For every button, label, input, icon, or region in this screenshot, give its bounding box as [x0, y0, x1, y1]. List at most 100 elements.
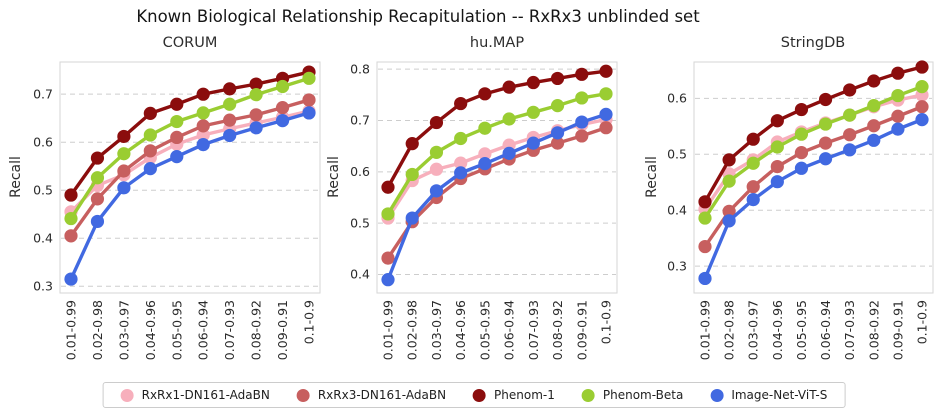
data-point-phenom-1	[891, 66, 905, 80]
data-point-phenom-beta	[405, 167, 419, 182]
data-point-image-net-vit-s	[818, 152, 833, 166]
data-point-rxrx3-dn161-adabn	[915, 100, 929, 114]
data-point-phenom-beta	[746, 156, 760, 170]
data-point-phenom-beta	[117, 147, 131, 161]
series-line-rxrx3-dn161-adabn	[703, 105, 924, 249]
data-point-phenom-beta	[170, 114, 184, 129]
data-point-image-net-vit-s	[575, 115, 589, 129]
data-point-image-net-vit-s	[429, 184, 444, 198]
panel-corum: 0.3 0.4 0.5 0.6 0.7 0.01-0.99 0.02-0.98 0.03-0.…	[33, 61, 321, 360]
data-point-phenom-beta	[794, 127, 809, 141]
data-point-image-net-vit-s	[843, 143, 857, 157]
data-point-rxrx3-dn161-adabn	[223, 113, 237, 127]
data-point-phenom-beta	[867, 99, 881, 113]
x-tick-label: 0.05-0.95	[794, 300, 809, 360]
data-point-rxrx3-dn161-adabn	[117, 164, 131, 178]
data-point-phenom-1	[170, 97, 184, 111]
data-point-phenom-beta	[275, 79, 290, 94]
series-line-phenom-1	[703, 65, 924, 204]
data-point-phenom-1	[746, 132, 760, 146]
data-point-image-net-vit-s	[502, 146, 516, 160]
series-line-rxrx3-dn161-adabn	[69, 98, 311, 238]
data-point-image-net-vit-s	[143, 162, 157, 176]
data-point-phenom-beta	[502, 112, 516, 126]
data-point-phenom-1	[770, 114, 784, 128]
data-point-rxrx3-dn161-adabn	[818, 136, 833, 150]
data-point-rxrx3-dn161-adabn	[275, 101, 290, 115]
x-tick-label: 0.1-0.9	[599, 300, 614, 344]
data-point-rxrx3-dn161-adabn	[794, 146, 809, 160]
data-point-phenom-beta	[196, 106, 210, 120]
legend-item-phenom-beta: Phenom-Beta	[581, 388, 683, 402]
plot-border	[376, 61, 618, 294]
data-point-phenom-beta	[429, 145, 444, 159]
y-tick-label: 0.4	[350, 267, 370, 282]
legend-label: Phenom-1	[494, 388, 555, 402]
data-point-phenom-beta	[302, 71, 316, 85]
x-tick-label: 0.07-0.93	[222, 300, 237, 360]
data-point-image-net-vit-s	[526, 136, 540, 150]
data-point-image-net-vit-s	[64, 272, 78, 286]
figure-title: Known Biological Relationship Recapitula…	[136, 7, 700, 26]
y-tick-label: 0.3	[33, 278, 53, 293]
series-line-image-net-vit-s	[69, 111, 311, 281]
data-point-phenom-beta	[818, 117, 833, 131]
data-point-phenom-1	[143, 106, 157, 120]
data-point-image-net-vit-s	[454, 166, 468, 180]
data-point-phenom-beta	[223, 97, 237, 111]
data-point-phenom-1	[223, 82, 237, 96]
data-point-image-net-vit-s	[249, 121, 263, 135]
data-point-image-net-vit-s	[550, 126, 565, 140]
y-tick-label: 0.4	[33, 230, 53, 245]
data-point-phenom-1	[381, 180, 395, 194]
series-line-phenom-1	[69, 70, 311, 197]
x-tick-label: 0.09-0.91	[574, 300, 589, 360]
data-point-rxrx1-dn161-adabn	[454, 156, 468, 170]
data-point-phenom-1	[249, 77, 263, 91]
legend-item-image-net-vit-s: Image-Net-ViT-S	[710, 388, 827, 402]
data-point-image-net-vit-s	[770, 175, 784, 189]
y-tick-label: 0.3	[667, 258, 687, 273]
data-point-phenom-1	[915, 60, 929, 74]
data-point-rxrx3-dn161-adabn	[170, 130, 184, 144]
data-point-phenom-1	[526, 75, 540, 90]
data-point-image-net-vit-s	[915, 113, 929, 127]
data-point-phenom-1	[478, 87, 492, 101]
y-tick-label: 0.4	[667, 202, 687, 217]
x-tick-label: 0.03-0.97	[116, 300, 131, 360]
y-tick-label: 0.5	[33, 182, 53, 197]
legend-item-phenom-1: Phenom-1	[473, 388, 555, 402]
data-point-phenom-beta	[891, 88, 905, 103]
data-point-phenom-beta	[915, 80, 929, 94]
data-point-rxrx1-dn161-adabn	[478, 147, 492, 161]
x-tick-label: 0.1-0.9	[302, 300, 317, 344]
legend-item-rxrx1-dn161-adabn: RxRx1-DN161-AdaBN	[120, 388, 270, 402]
data-point-rxrx3-dn161-adabn	[143, 144, 157, 158]
data-point-rxrx3-dn161-adabn	[599, 121, 613, 135]
data-point-phenom-1	[196, 87, 210, 101]
x-tick-label: 0.07-0.93	[526, 300, 541, 360]
x-tick-label: 0.08-0.92	[249, 300, 264, 360]
data-point-phenom-beta	[526, 105, 540, 119]
data-point-phenom-1	[405, 137, 419, 151]
data-point-phenom-1	[90, 151, 105, 165]
data-point-phenom-beta	[550, 99, 565, 113]
data-point-rxrx3-dn161-adabn	[196, 119, 210, 133]
series-line-phenom-1	[386, 69, 608, 189]
plot-border	[59, 61, 321, 294]
data-point-phenom-1	[722, 153, 736, 167]
legend-marker-rxrx1-dn161-adabn	[120, 388, 134, 402]
series-line-image-net-vit-s	[386, 112, 608, 282]
data-point-rxrx3-dn161-adabn	[249, 108, 263, 122]
data-point-phenom-beta	[599, 87, 613, 101]
data-point-phenom-1	[867, 74, 881, 88]
data-point-image-net-vit-s	[746, 192, 760, 207]
legend-item-rxrx3-dn161-adabn: RxRx3-DN161-AdaBN	[296, 388, 446, 402]
x-tick-label: 0.06-0.94	[196, 300, 211, 360]
data-point-phenom-1	[599, 64, 613, 78]
x-tick-label: 0.02-0.98	[90, 300, 105, 360]
data-point-rxrx3-dn161-adabn	[64, 229, 78, 243]
data-point-image-net-vit-s	[867, 133, 881, 147]
data-point-phenom-beta	[843, 108, 857, 122]
